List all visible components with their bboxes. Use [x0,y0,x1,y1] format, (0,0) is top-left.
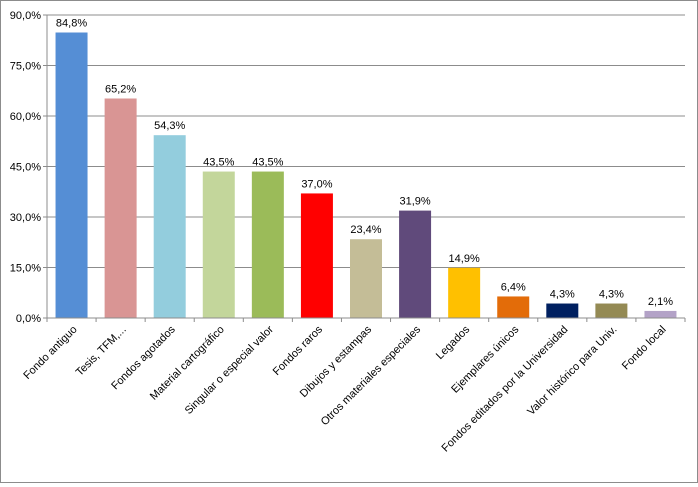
bar [497,296,530,318]
bar [546,303,579,318]
data-label: 54,3% [154,120,185,132]
y-tick-label: 90,0% [10,10,41,22]
category-label: Fondo local [620,324,669,373]
data-label: 43,5% [252,157,283,169]
bar [104,98,137,318]
bar [153,135,186,318]
category-label: Fondos raros [271,323,326,378]
data-label: 43,5% [203,157,234,169]
data-label: 6,4% [501,281,526,293]
bar [399,210,432,318]
y-tick-label: 0,0% [16,313,41,325]
category-label: Otros materiales especiales [319,323,424,428]
bar [644,310,677,318]
bar [448,267,481,318]
category-label: Legados [434,323,473,362]
data-label: 4,3% [599,289,624,301]
bar [350,239,382,318]
bars [55,32,677,319]
data-label: 65,2% [105,83,136,95]
y-tick-label: 75,0% [10,61,41,73]
data-label: 4,3% [550,289,575,301]
category-label: Tesis, TFM,... [74,324,129,379]
data-label: 14,9% [449,253,480,265]
data-label: 31,9% [399,196,430,208]
bar [55,32,88,319]
y-axis: 0,0% 15,0% 30,0% 45,0% 60,0% 75,0% 90,0% [10,10,48,325]
data-labels: 84,8% 65,2% 54,3% 43,5% 43,5% 37,0% 23,4% 31,9%… [56,18,673,308]
bar [202,171,235,318]
category-label: Valor histórico para Univ. [525,324,619,418]
y-tick-label: 60,0% [10,111,41,123]
data-label: 23,4% [350,224,381,236]
data-label: 37,0% [301,178,332,190]
category-label: Fondo antiguo [21,324,79,382]
data-label: 2,1% [648,296,673,308]
y-tick-label: 30,0% [10,212,41,224]
bar [251,171,284,318]
y-tick-label: 45,0% [10,162,41,174]
gridlines [47,14,685,319]
bar [595,303,628,318]
category-label: Singular o especial valor [183,323,276,416]
bar [300,193,333,318]
data-label: 84,8% [56,18,87,30]
y-tick-label: 15,0% [10,263,41,275]
